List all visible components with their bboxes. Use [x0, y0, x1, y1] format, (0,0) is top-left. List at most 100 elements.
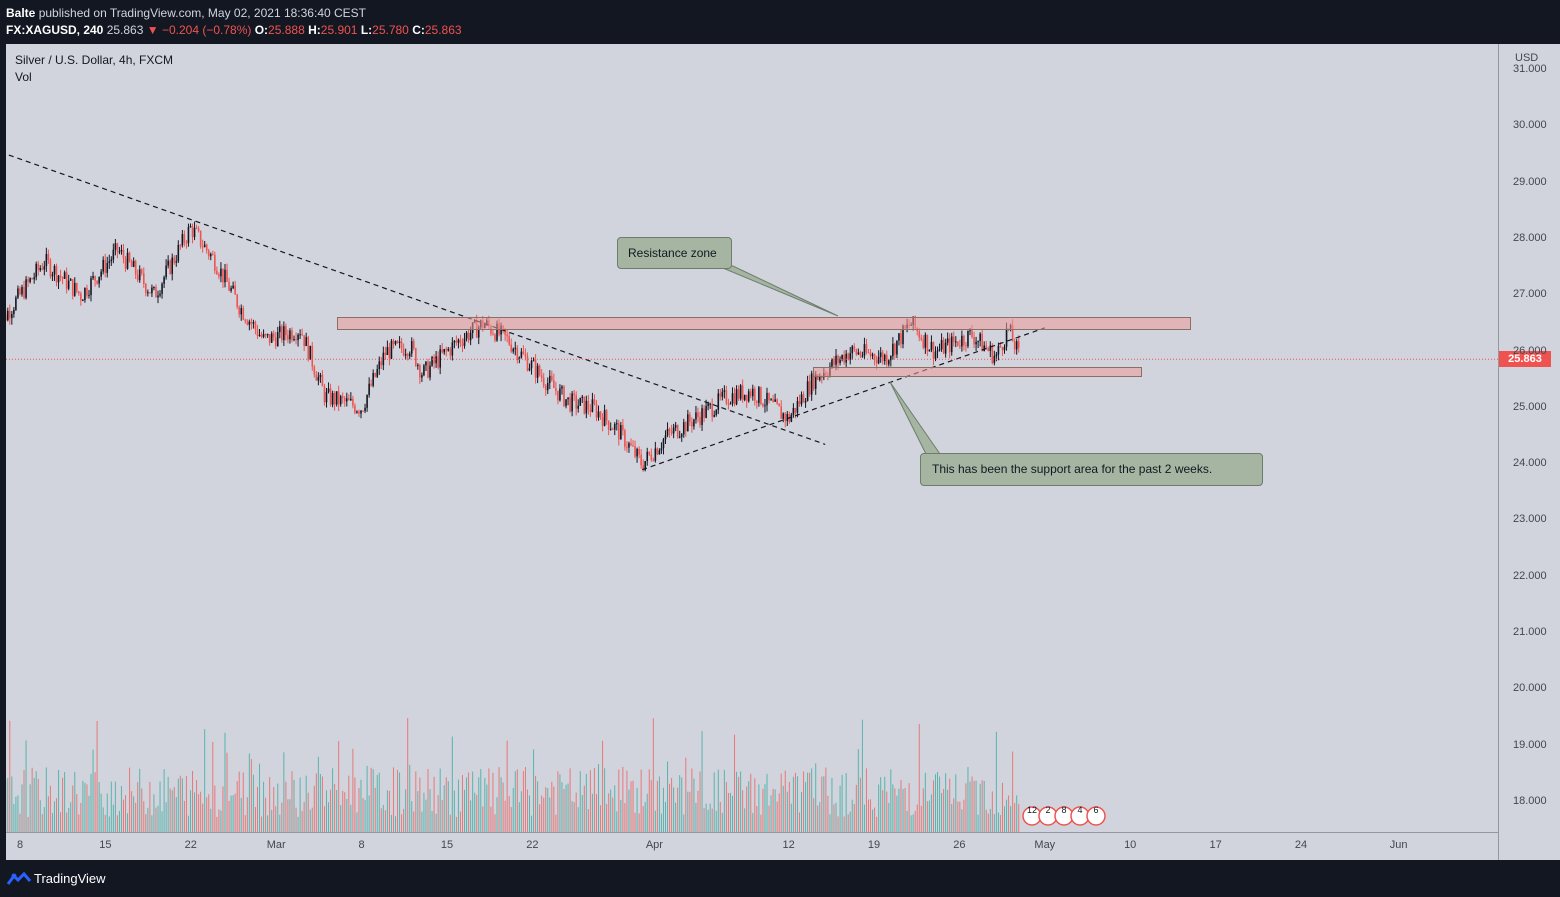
volume-bar	[874, 807, 876, 832]
volume-bar	[321, 776, 323, 832]
candle-body	[274, 337, 277, 347]
candle-body	[15, 297, 17, 310]
legend-title[interactable]: Silver / U.S. Dollar, 4h, FXCM	[15, 53, 174, 67]
volume-bar	[878, 784, 880, 832]
candle-body	[772, 399, 774, 402]
time-axis[interactable]: 8 15 22 Mar 8 15 22 Apr 12 19 26 May 10 17 24 Jun	[6, 832, 1498, 861]
volume-bar	[267, 815, 269, 832]
volume-bar	[56, 798, 57, 832]
candle-body	[295, 339, 297, 341]
volume-bar	[991, 791, 993, 832]
candle-body	[494, 334, 496, 341]
volume-bar	[68, 807, 70, 832]
volume-bar	[533, 749, 535, 832]
candle-body	[272, 333, 275, 338]
candle-body	[230, 288, 232, 291]
candle-body	[400, 341, 403, 349]
volume-bar	[547, 788, 549, 832]
volume-bar	[15, 796, 17, 832]
candle-body	[885, 354, 888, 365]
candle-body	[709, 403, 711, 405]
candle-body	[798, 401, 801, 405]
volume-bar	[443, 785, 445, 832]
event-bubble: 12	[1022, 805, 1042, 826]
volume-bar	[222, 786, 224, 832]
candle-body	[370, 383, 372, 386]
candle-body	[735, 389, 738, 405]
volume-bar	[382, 804, 384, 832]
candle-body	[1005, 328, 1008, 347]
candle-body	[246, 321, 249, 325]
resistance-zone[interactable]	[337, 316, 1192, 331]
event-bubble: 8	[1054, 805, 1074, 826]
volume-bar	[766, 773, 768, 832]
candle-body	[421, 375, 423, 378]
volume-bar	[62, 777, 64, 832]
candle-body	[21, 287, 23, 295]
volume-bar	[823, 776, 825, 832]
volume-bar	[999, 814, 1001, 832]
volume-bar	[374, 787, 376, 832]
candle-body	[924, 334, 927, 348]
volume-bar	[378, 772, 380, 832]
volume-bar	[959, 801, 961, 832]
volume-bar	[439, 768, 441, 832]
candle-body	[1017, 341, 1020, 348]
footer-brand[interactable]: TradingView	[34, 871, 106, 886]
candle-body	[496, 323, 498, 341]
volume-bar	[386, 790, 388, 832]
volume-bar	[11, 776, 13, 832]
candle-body	[118, 251, 121, 253]
price-tick-label: 31.000	[1513, 63, 1547, 75]
candle-body	[13, 309, 15, 314]
candle-body	[378, 361, 381, 370]
published-text: published on TradingView.com, May 02, 20…	[38, 6, 367, 20]
resistance-callout[interactable]: Resistance zone	[617, 237, 732, 269]
support-zone[interactable]	[813, 367, 1143, 377]
volume-bar	[861, 719, 863, 832]
events-badge[interactable]: 12 2 8 4 6	[1018, 804, 1110, 828]
candle-body	[157, 295, 159, 298]
candle-body	[796, 401, 799, 413]
support-callout[interactable]: This has been the support area for the p…	[920, 453, 1263, 486]
legend-volume[interactable]: Vol	[15, 70, 32, 84]
candle-body	[463, 338, 466, 346]
event-count: 4	[1077, 805, 1082, 815]
author-name[interactable]: Balte	[6, 6, 36, 20]
candle-body	[100, 271, 102, 277]
volume-bar	[595, 794, 597, 832]
volume-bar	[303, 801, 305, 832]
candle-body	[859, 352, 862, 356]
candle-body	[565, 399, 567, 407]
volume-bar	[425, 799, 427, 832]
volume-bar	[565, 784, 567, 832]
candle-body	[406, 354, 409, 357]
volume-bar	[892, 784, 894, 832]
volume-bar	[328, 802, 330, 832]
volume-bar	[100, 793, 102, 832]
support-callout-pointer	[889, 381, 941, 455]
price-axis[interactable]: USD 25.863 18.000 19.000 20.000 21.000 22.00…	[1498, 44, 1560, 860]
volume-bar	[362, 798, 364, 832]
volume-bar	[606, 803, 608, 832]
candle-body	[126, 252, 129, 269]
volume-bar	[96, 720, 98, 832]
volume-bar	[360, 779, 362, 832]
candle-body	[242, 308, 245, 320]
volume-bar	[261, 816, 263, 832]
candle-body	[873, 354, 876, 360]
volume-bar	[66, 812, 68, 832]
candle-body	[244, 319, 247, 322]
volume-bar	[709, 803, 711, 832]
candle-body	[404, 354, 407, 356]
chart-pane[interactable]: Silver / U.S. Dollar, 4h, FXCM Vol Resis…	[6, 44, 1498, 832]
candle-body	[979, 333, 981, 342]
volume-bar	[510, 807, 512, 832]
volume-bar	[502, 782, 504, 832]
volume-bar	[904, 787, 906, 832]
volume-bar	[987, 813, 989, 832]
volume-bar	[608, 793, 610, 832]
candle-body	[327, 388, 330, 392]
volume-bar	[630, 781, 632, 832]
candle-body	[216, 270, 218, 275]
